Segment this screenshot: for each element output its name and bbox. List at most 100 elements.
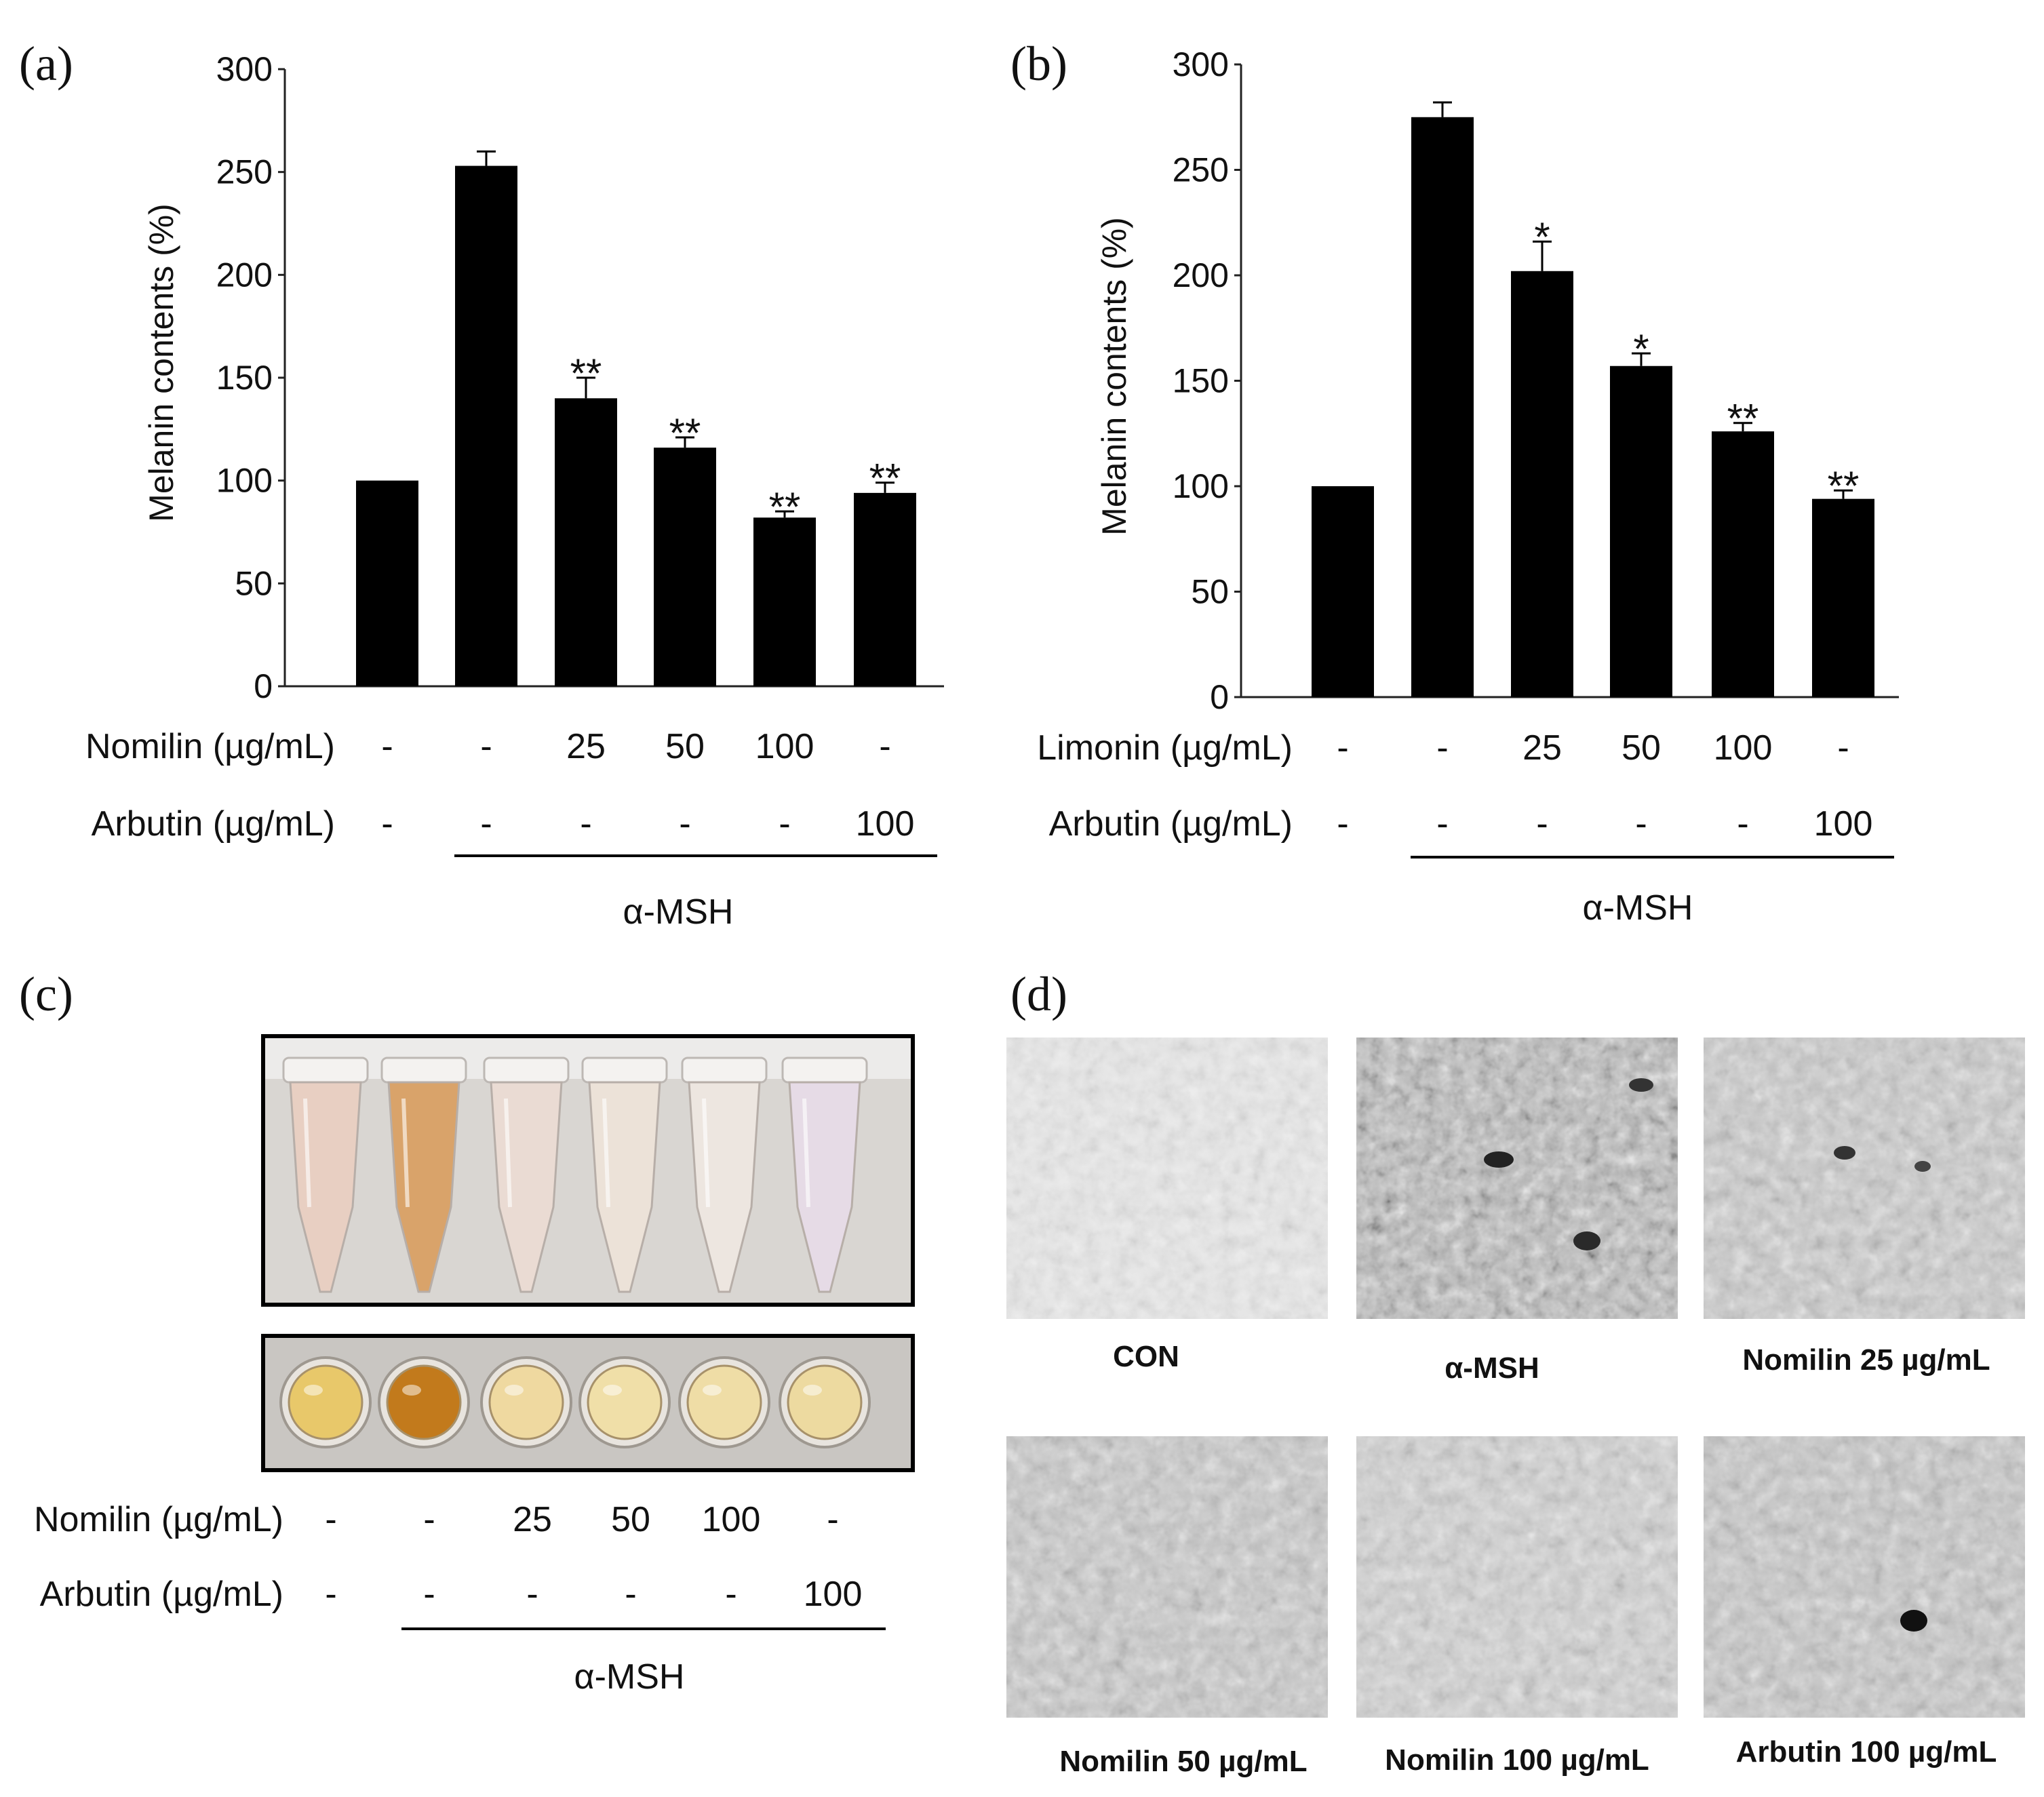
chart-b-row1-value: -: [1337, 728, 1348, 768]
chart-a-row1-value: -: [879, 727, 890, 766]
chart-b-ytick-label: 200: [1173, 256, 1229, 294]
chart-a-row1-value: 25: [566, 727, 606, 766]
chart-b-bar: [1712, 431, 1774, 697]
chart-b-row2-value: -: [1337, 804, 1348, 844]
chart-a-ytick-label: 300: [216, 50, 273, 88]
panel-d: CON α-MSH Nomilin 25 µg/mL Nomilin 50 µg…: [1006, 1038, 2025, 1778]
micrograph-arbutin-100: [1704, 1436, 2025, 1718]
chart-a-significance: **: [669, 410, 701, 456]
chart-a-row2-value: -: [779, 804, 790, 844]
chart-a-ytick-label: 0: [254, 667, 273, 705]
micrograph-con: [1006, 1038, 1328, 1319]
tube: [781, 1057, 868, 1293]
chart-b-bar: [1511, 271, 1573, 697]
chart-b-significance: **: [1727, 396, 1759, 441]
chart-a-row2-label: Arbutin (µg/mL): [92, 804, 335, 844]
chart-b-significance: *: [1534, 214, 1550, 260]
chart-a-bar: [753, 517, 816, 686]
chart-a-significance: **: [570, 351, 602, 396]
chart-b-row2-label: Arbutin (µg/mL): [1049, 804, 1293, 844]
panel-c-row1-value: 25: [513, 1500, 552, 1539]
panel-c-row2-value: -: [625, 1575, 636, 1614]
caption-nomilin-100: Nomilin 100 µg/mL: [1385, 1743, 1649, 1777]
chart-a-row2-value: -: [480, 804, 492, 844]
chart-a-row1-value: 100: [755, 727, 814, 766]
wells-row: [279, 1356, 871, 1448]
panel-c-row2-value: -: [423, 1575, 435, 1614]
well: [779, 1356, 871, 1448]
panel-c-row1-value: -: [423, 1500, 435, 1539]
chart-b-ytick-label: 150: [1173, 362, 1229, 400]
chart-a: 0 50 100 150 200 250 300 - - - - ** 25 - ** 50 - ** 100 - **…: [85, 50, 944, 932]
well: [378, 1356, 470, 1448]
panel-c-row1-value: 50: [611, 1500, 650, 1539]
chart-a-marks: 0 50 100 150 200 250 300 - - - - ** 25 - ** 50 - ** 100 - **…: [216, 50, 944, 844]
chart-b-bar: [1312, 486, 1374, 697]
chart-a-significance: **: [769, 484, 801, 530]
chart-a-row2-value: 100: [856, 804, 915, 844]
chart-b-row1-value: -: [1436, 728, 1448, 768]
chart-a-ytick-label: 200: [216, 256, 273, 294]
chart-b-bar: [1610, 366, 1672, 697]
chart-a-bar: [654, 448, 716, 686]
panel-c-row2-value: -: [325, 1575, 336, 1614]
chart-b-row1-value: -: [1837, 728, 1849, 768]
panel-c-row1-value: 100: [702, 1500, 761, 1539]
chart-b-marks: 0 50 100 150 200 250 300 - - - - * 25 - * 50 - ** 100 - ** - 1…: [1173, 45, 1899, 844]
chart-a-row1-value: 50: [665, 727, 705, 766]
chart-b-ylabel: Melanin contents (%): [1095, 217, 1133, 536]
chart-a-bar: [555, 398, 617, 686]
caption-con: CON: [1113, 1340, 1179, 1373]
panel-c-group-label: α-MSH: [574, 1657, 685, 1697]
tube: [380, 1057, 467, 1293]
well: [578, 1356, 671, 1448]
chart-a-bar: [356, 480, 418, 686]
chart-b-ytick-label: 0: [1210, 678, 1229, 716]
tube: [282, 1057, 369, 1293]
chart-b-row1-label: Limonin (µg/mL): [1037, 728, 1293, 768]
tube: [483, 1057, 570, 1293]
well: [279, 1356, 372, 1448]
chart-b-row2-value: -: [1436, 804, 1448, 844]
panel-c-row1-label: Nomilin (µg/mL): [34, 1500, 283, 1539]
tube: [681, 1057, 768, 1293]
chart-a-row1-value: -: [381, 727, 393, 766]
chart-b-ytick-label: 50: [1191, 573, 1229, 611]
chart-b-bar: [1411, 117, 1474, 697]
chart-b-bar: [1812, 498, 1874, 697]
chart-a-ytick-label: 50: [235, 564, 273, 602]
chart-a-row2-value: -: [679, 804, 690, 844]
chart-a-group-label: α-MSH: [623, 892, 734, 932]
panel-c-row2-value: -: [526, 1575, 538, 1614]
panel-c-row1-value: -: [325, 1500, 336, 1539]
caption-arbutin-100: Arbutin 100 µg/mL: [1736, 1735, 1997, 1769]
chart-b-ytick-label: 100: [1173, 467, 1229, 505]
chart-a-ytick-label: 250: [216, 153, 273, 191]
chart-b-row2-value: 100: [1814, 804, 1873, 844]
well: [678, 1356, 770, 1448]
chart-a-row1-label: Nomilin (µg/mL): [85, 727, 335, 766]
panel-c-table: Nomilin (µg/mL) Arbutin (µg/mL) - - 25 50 10…: [34, 1500, 862, 1614]
chart-b-row2-value: -: [1536, 804, 1548, 844]
chart-a-bar: [455, 165, 517, 687]
chart-b-row1-value: 50: [1622, 728, 1661, 768]
panel-c-row1-value: -: [827, 1500, 838, 1539]
chart-b-row1-value: 25: [1522, 728, 1562, 768]
chart-a-bar: [854, 492, 916, 686]
panel-label-a: (a): [19, 37, 73, 91]
chart-b-ytick-label: 250: [1173, 151, 1229, 189]
chart-b-row2-value: -: [1737, 804, 1748, 844]
chart-a-ytick-label: 150: [216, 359, 273, 397]
panel-label-c: (c): [19, 967, 73, 1021]
chart-a-row2-value: -: [580, 804, 591, 844]
panel-c-row2-value: -: [725, 1575, 736, 1614]
micrograph-nomilin-50: [1006, 1436, 1328, 1718]
panel-label-d: (d): [1010, 967, 1067, 1021]
panel-c-row2-value: 100: [804, 1575, 863, 1614]
panel-c-row2-label: Arbutin (µg/mL): [40, 1575, 283, 1614]
micrograph-nomilin-100: [1356, 1436, 1678, 1718]
panel-label-b: (b): [1010, 37, 1067, 91]
chart-a-significance: **: [869, 456, 901, 501]
caption-msh: α-MSH: [1444, 1351, 1539, 1385]
